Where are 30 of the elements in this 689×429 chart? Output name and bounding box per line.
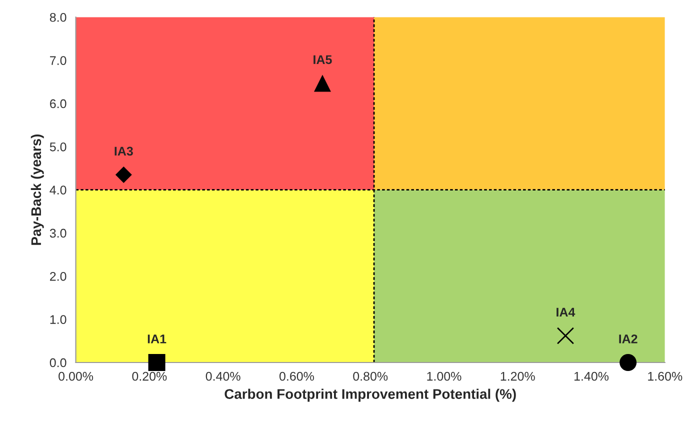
x-tick-label: 1.00% bbox=[427, 372, 462, 381]
x-tick-label: 0.60% bbox=[279, 372, 314, 381]
y-tick-label: 0.0 bbox=[50, 358, 66, 368]
point bbox=[620, 354, 637, 372]
point bbox=[148, 354, 166, 372]
point bbox=[556, 327, 574, 344]
series-label: IA1 bbox=[148, 334, 166, 344]
y-tick-label: 4.0 bbox=[50, 186, 66, 194]
x-tick-label: 0.80% bbox=[353, 372, 388, 381]
y-tick-label: 2.0 bbox=[50, 272, 66, 281]
point bbox=[115, 166, 132, 183]
x-tick-label: 0.00% bbox=[58, 372, 94, 381]
y-tick-label: 1.0 bbox=[50, 315, 66, 324]
y-tick-label: 3.0 bbox=[50, 228, 66, 238]
x-tick-label: 1.40% bbox=[574, 372, 609, 381]
y-tick-label: 5.0 bbox=[50, 142, 66, 152]
y-tick-label: 7.0 bbox=[50, 56, 66, 65]
x-tick-label: 0.20% bbox=[132, 372, 167, 381]
y-tick-label: 6.0 bbox=[50, 99, 66, 108]
point bbox=[314, 74, 331, 92]
y-tick-label: 8.0 bbox=[50, 12, 66, 22]
series-label: IA4 bbox=[556, 308, 576, 316]
x-tick-label: 0.40% bbox=[206, 372, 240, 381]
series-label: IA5 bbox=[314, 55, 332, 64]
series-label: IA2 bbox=[619, 334, 638, 344]
series-label: IA3 bbox=[114, 146, 133, 156]
x-axis-title: Carbon Footprint Improvement Potential (%) bbox=[224, 388, 516, 402]
y-axis-title: Pay-Back (years) bbox=[30, 134, 44, 245]
x-tick-label: 1.60% bbox=[648, 372, 682, 381]
x-tick-label: 1.20% bbox=[500, 372, 535, 381]
